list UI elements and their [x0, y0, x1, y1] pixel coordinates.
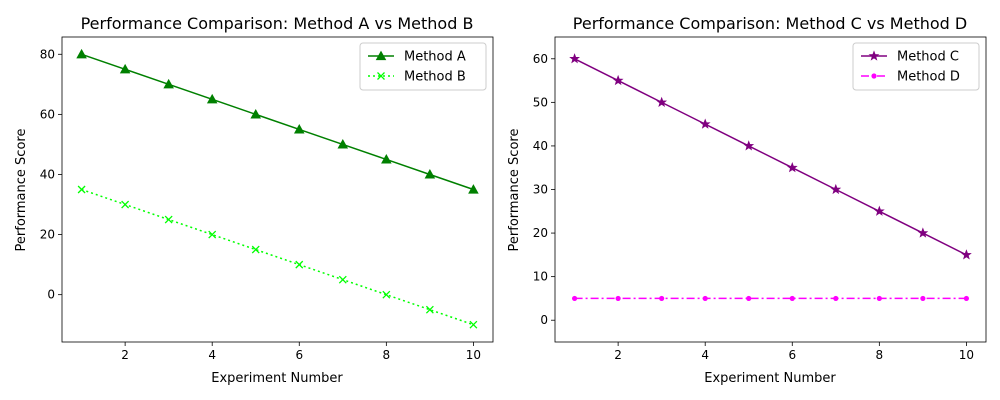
data-point [76, 48, 87, 59]
data-point [381, 154, 392, 164]
data-point [251, 245, 260, 254]
data-point [77, 185, 86, 194]
y-axis-label: Performance Score [507, 129, 522, 252]
data-point [337, 139, 349, 149]
x-tick-label: 6 [788, 348, 796, 362]
data-point [833, 295, 839, 302]
data-point [208, 230, 217, 239]
data-point [375, 50, 387, 61]
data-point [786, 162, 798, 173]
series-line [81, 188, 474, 326]
legend-label: Method A [404, 50, 466, 65]
series-line [574, 58, 967, 256]
data-point [382, 290, 391, 299]
series-method-b [77, 185, 478, 329]
data-point [920, 295, 926, 302]
plot-frame [554, 36, 987, 343]
data-point [789, 295, 795, 302]
data-point [571, 295, 578, 302]
series-method-c [569, 53, 972, 260]
data-point [868, 50, 880, 61]
y-tick-label: 40 [40, 167, 55, 181]
chart-right: Performance Comparison: Method C vs Meth… [507, 14, 987, 386]
series-method-a [76, 48, 479, 194]
data-point [876, 295, 882, 302]
y-tick-label: 0 [540, 313, 548, 327]
y-tick-label: 80 [40, 47, 55, 61]
data-point [468, 184, 479, 194]
y-axis-label: Performance Score [14, 129, 29, 252]
y-tick-label: 60 [533, 52, 548, 66]
y-tick-label: 50 [533, 95, 548, 109]
x-axis-label: Experiment Number [704, 371, 836, 386]
x-tick-label: 4 [701, 348, 709, 362]
data-point [250, 108, 262, 119]
x-tick-label: 10 [466, 348, 481, 362]
y-tick-label: 30 [533, 183, 548, 197]
legend-item: Method C [861, 50, 959, 65]
data-point [963, 295, 970, 302]
data-point [743, 140, 755, 151]
chart-title: Performance Comparison: Method C vs Meth… [573, 14, 967, 33]
data-point [377, 72, 385, 80]
data-point [873, 205, 885, 216]
data-point [121, 200, 130, 209]
x-tick-label: 4 [208, 348, 216, 362]
data-point [338, 275, 347, 284]
legend-box [359, 42, 487, 91]
data-point [119, 63, 131, 74]
legend-label: Method B [404, 70, 466, 85]
legend-item: Method B [368, 70, 466, 85]
x-tick-label: 2 [121, 348, 129, 362]
legend: Method C Method D [852, 42, 980, 91]
legend-item: Method A [368, 50, 466, 65]
data-point [961, 249, 972, 260]
data-point [425, 305, 434, 314]
y-tick-label: 0 [47, 288, 55, 302]
legend-label: Method D [897, 70, 960, 85]
data-point [656, 96, 668, 107]
legend-item: Method D [861, 70, 960, 85]
data-point [659, 295, 665, 302]
x-axis-label: Experiment Number [211, 371, 343, 386]
legend: Method A Method B [359, 42, 487, 91]
y-tick-label: 20 [40, 228, 55, 242]
series-method-d [571, 295, 970, 302]
data-point [164, 215, 173, 224]
data-point [699, 118, 711, 129]
y-tick-label: 10 [533, 270, 548, 284]
data-point [569, 53, 580, 64]
chart-left: Performance Comparison: Method A vs Meth… [14, 14, 494, 386]
data-point [293, 123, 305, 134]
x-tick-label: 6 [295, 348, 303, 362]
data-point [612, 74, 624, 86]
x-tick-label: 2 [614, 348, 622, 362]
x-tick-label: 8 [383, 348, 391, 362]
series-line [81, 53, 474, 191]
chart-title: Performance Comparison: Method A vs Meth… [81, 14, 474, 33]
data-point [295, 260, 304, 269]
data-point [917, 227, 929, 238]
x-tick-label: 8 [876, 348, 884, 362]
data-point [702, 295, 708, 302]
data-point [424, 169, 436, 179]
data-point [206, 93, 218, 104]
legend-box [852, 42, 980, 91]
data-point [469, 320, 478, 329]
data-point [871, 73, 877, 79]
data-point [830, 183, 842, 195]
data-point [615, 295, 621, 302]
x-tick-label: 10 [959, 348, 974, 362]
legend-label: Method C [897, 50, 959, 65]
y-tick-label: 40 [533, 139, 548, 153]
y-tick-label: 20 [533, 226, 548, 240]
y-tick-label: 60 [40, 107, 55, 121]
data-point [163, 78, 174, 89]
data-point [746, 295, 752, 302]
plot-frame [61, 36, 494, 343]
